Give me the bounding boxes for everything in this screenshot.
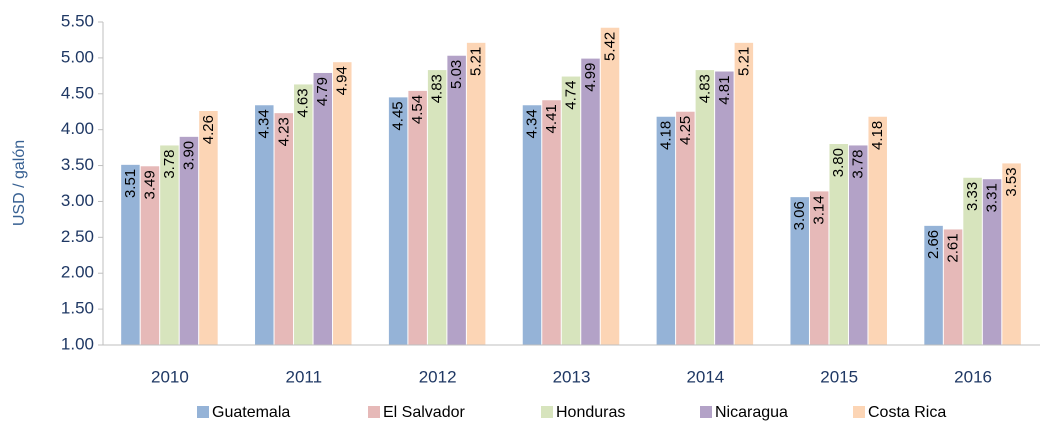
value-label: 5.03 bbox=[448, 60, 465, 89]
bar bbox=[294, 84, 313, 346]
y-tick-label: 3.50 bbox=[61, 155, 94, 174]
y-tick-label: 5.00 bbox=[61, 47, 94, 66]
bar bbox=[313, 72, 333, 345]
x-tick-label: 2014 bbox=[686, 367, 724, 386]
value-label: 4.23 bbox=[275, 117, 292, 146]
value-label: 4.25 bbox=[677, 116, 694, 145]
bar bbox=[790, 197, 809, 345]
y-tick-label: 1.50 bbox=[61, 299, 94, 318]
legend-swatch bbox=[700, 406, 712, 418]
value-label: 4.74 bbox=[562, 81, 579, 110]
legend-swatch bbox=[368, 406, 380, 418]
x-tick-label: 2015 bbox=[820, 367, 858, 386]
value-label: 4.41 bbox=[543, 104, 560, 133]
bar bbox=[656, 116, 676, 345]
bar bbox=[695, 70, 715, 345]
x-tick-label: 2013 bbox=[553, 367, 591, 386]
value-label: 4.34 bbox=[523, 109, 540, 138]
bar bbox=[160, 145, 179, 345]
bar bbox=[542, 100, 561, 345]
bar bbox=[848, 145, 868, 345]
value-label: 4.45 bbox=[390, 101, 407, 130]
bar bbox=[581, 58, 600, 346]
value-label: 3.78 bbox=[161, 149, 178, 178]
value-label: 3.49 bbox=[141, 170, 158, 199]
value-label: 4.94 bbox=[334, 66, 351, 95]
bar bbox=[427, 70, 447, 345]
value-label: 3.06 bbox=[791, 201, 808, 230]
value-label: 3.51 bbox=[122, 169, 139, 198]
bar bbox=[121, 164, 140, 345]
value-label: 4.83 bbox=[696, 74, 713, 103]
value-label: 4.63 bbox=[295, 88, 312, 117]
legend-label: El Salvador bbox=[383, 404, 465, 421]
x-tick-label: 2010 bbox=[151, 367, 189, 386]
value-label: 3.53 bbox=[1003, 167, 1020, 196]
y-tick-label: 2.50 bbox=[61, 227, 94, 246]
bar bbox=[943, 229, 963, 345]
y-tick-label: 3.00 bbox=[61, 191, 94, 210]
value-label: 2.66 bbox=[925, 230, 942, 259]
legend-label: Guatemala bbox=[212, 404, 290, 421]
bar bbox=[447, 55, 466, 345]
bar bbox=[561, 76, 581, 345]
legend-swatch bbox=[853, 406, 865, 418]
bar bbox=[715, 71, 734, 345]
value-label: 3.90 bbox=[180, 141, 197, 170]
legend-swatch bbox=[197, 406, 209, 418]
value-label: 4.83 bbox=[429, 74, 446, 103]
bar bbox=[140, 166, 160, 345]
value-label: 4.54 bbox=[409, 95, 426, 124]
value-label: 5.42 bbox=[601, 32, 618, 61]
bar bbox=[600, 27, 620, 346]
bar bbox=[963, 177, 982, 345]
y-tick-label: 1.00 bbox=[61, 334, 94, 353]
value-label: 4.26 bbox=[200, 115, 217, 144]
value-label: 2.61 bbox=[945, 233, 962, 262]
bar bbox=[388, 97, 408, 345]
bar bbox=[199, 111, 218, 345]
bar bbox=[274, 113, 294, 345]
value-label: 4.99 bbox=[582, 63, 599, 92]
value-label: 5.21 bbox=[468, 47, 485, 76]
legend-label: Honduras bbox=[556, 404, 625, 421]
x-tick-label: 2016 bbox=[954, 367, 992, 386]
value-label: 3.78 bbox=[850, 149, 867, 178]
legend-label: Nicaragua bbox=[715, 404, 788, 421]
bar bbox=[179, 136, 199, 345]
value-label: 4.34 bbox=[256, 109, 273, 138]
value-label: 3.80 bbox=[830, 148, 847, 177]
bar bbox=[255, 105, 274, 345]
x-tick-label: 2011 bbox=[286, 367, 323, 386]
bar bbox=[809, 191, 829, 345]
bar bbox=[829, 144, 848, 345]
value-label: 4.18 bbox=[869, 121, 886, 150]
value-label: 4.81 bbox=[716, 76, 733, 105]
bar bbox=[1002, 163, 1021, 345]
value-label: 5.21 bbox=[735, 47, 752, 76]
y-axis-label: USD / galón bbox=[11, 140, 28, 226]
value-label: 3.31 bbox=[984, 183, 1001, 212]
legend-label: Costa Rica bbox=[868, 404, 946, 421]
bar bbox=[333, 62, 352, 345]
bar bbox=[408, 90, 427, 345]
y-tick-label: 4.50 bbox=[61, 83, 94, 102]
bar bbox=[466, 42, 486, 346]
value-label: 4.18 bbox=[657, 121, 674, 150]
legend-swatch bbox=[541, 406, 553, 418]
y-tick-label: 2.00 bbox=[61, 263, 94, 282]
value-label: 4.79 bbox=[314, 77, 331, 106]
bar bbox=[868, 116, 887, 345]
x-tick-label: 2012 bbox=[419, 367, 457, 386]
y-tick-label: 4.00 bbox=[61, 119, 94, 138]
bar bbox=[676, 111, 695, 345]
bar bbox=[924, 225, 943, 345]
value-label: 3.14 bbox=[811, 195, 828, 224]
y-tick-label: 5.50 bbox=[61, 11, 94, 30]
value-label: 3.33 bbox=[964, 182, 981, 211]
bar bbox=[522, 105, 542, 345]
bar bbox=[982, 179, 1002, 345]
bar bbox=[734, 42, 754, 346]
